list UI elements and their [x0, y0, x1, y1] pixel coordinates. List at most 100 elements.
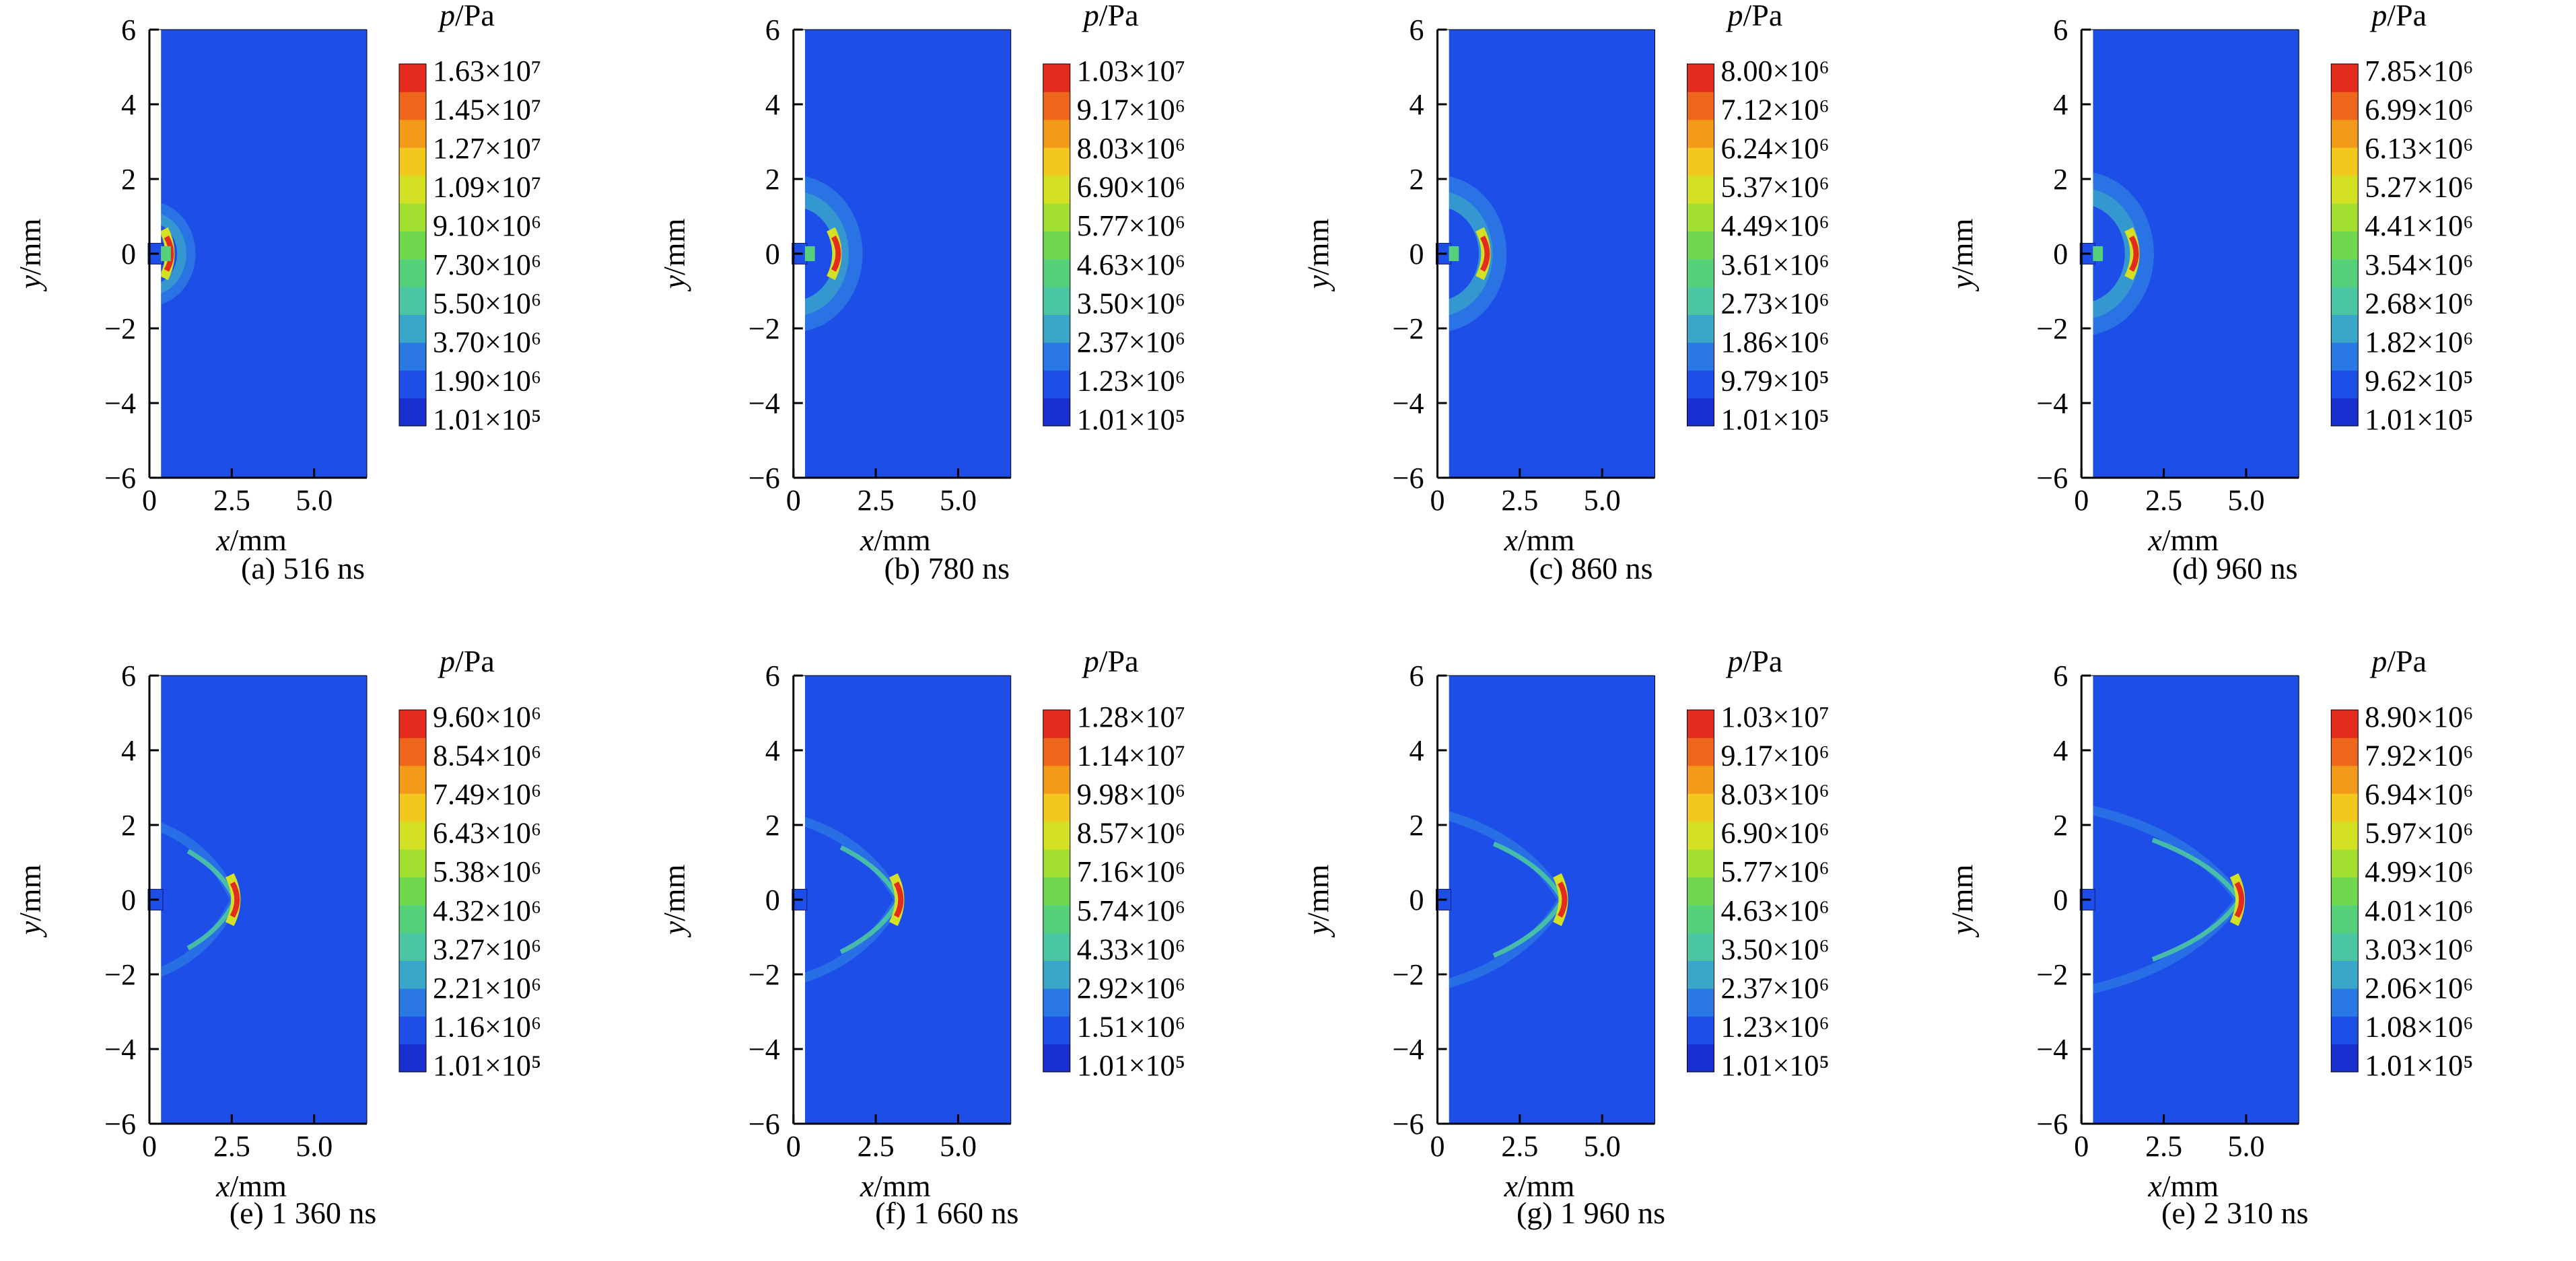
colorbar-swatch: [1687, 119, 1714, 148]
colorbar-swatch: [1043, 988, 1070, 1017]
colorbar-label: 4.41×10⁶: [2365, 209, 2473, 242]
y-tick-label: 0: [121, 238, 136, 271]
y-tick-label: 2: [2053, 809, 2068, 842]
y-tick-label: 0: [765, 238, 780, 271]
colorbar-title: p/Pa: [438, 0, 495, 32]
y-axis-var: y: [1301, 921, 1335, 937]
y-tick-label: −4: [1393, 387, 1424, 420]
colorbar-label: 4.01×10⁶: [2365, 894, 2473, 927]
x-tick-label: 0: [2074, 1130, 2089, 1163]
colorbar-swatch: [1687, 203, 1714, 231]
colorbar-label: 1.09×10⁷: [433, 171, 541, 204]
colorbar-label: 2.92×10⁶: [1077, 972, 1185, 1005]
colorbar-frame: [1687, 63, 1714, 427]
colorbar-var: p: [1726, 0, 1743, 32]
colorbar-frame: [2330, 709, 2359, 1073]
colorbar-label: 8.03×10⁶: [1721, 778, 1830, 811]
colorbar-frame: [398, 63, 427, 427]
colorbar-swatch: [2331, 314, 2359, 343]
colorbar-swatch: [1043, 821, 1070, 850]
colorbar-swatch: [1043, 175, 1070, 204]
colorbar-label: 7.30×10⁶: [433, 248, 541, 281]
colorbar-swatch: [1687, 1016, 1714, 1045]
x-tick-label: 0: [786, 484, 801, 517]
colorbar-swatch: [1043, 877, 1070, 906]
y-axis-var: y: [1945, 275, 1979, 291]
y-tick-label: 0: [121, 884, 136, 916]
y-axis-label: y/mm: [657, 218, 691, 291]
colorbar-swatch: [2331, 737, 2359, 766]
colorbar-swatch: [1687, 287, 1714, 315]
y-tick-label: −6: [2036, 462, 2068, 495]
colorbar-label: 1.82×10⁶: [2365, 326, 2473, 359]
colorbar-swatch: [1687, 960, 1714, 989]
panel-5: 0 2.5 5.06420−2−4−6x/mmy/mmp/Pa9.60×10⁶8.5…: [13, 644, 541, 1230]
y-tick-label: −6: [104, 462, 136, 495]
colorbar-label: 5.38×10⁶: [433, 855, 541, 888]
colorbar-label: 8.57×10⁶: [1077, 817, 1185, 850]
colorbar-swatch: [1687, 988, 1714, 1017]
colorbar-swatch: [2331, 342, 2359, 371]
panel-caption: (a) 516 ns: [241, 551, 365, 585]
x-axis-label: x/mm: [1504, 523, 1575, 557]
pressure-front-peak: [2128, 236, 2139, 272]
panel-3: 0 2.5 5.06420−2−4−6x/mmy/mmp/Pa8.00×10⁶7.1…: [1301, 0, 1830, 585]
colorbar-swatch: [1043, 342, 1070, 371]
colorbar-swatch: [1687, 258, 1714, 287]
panel-caption: (c) 860 ns: [1529, 551, 1653, 585]
colorbar-unit: /Pa: [1743, 0, 1783, 32]
colorbar-swatch: [2331, 370, 2359, 399]
y-tick-label: −6: [1393, 1108, 1424, 1141]
x-axis-unit: /mm: [874, 1169, 931, 1203]
colorbar-label: 4.99×10⁶: [2365, 855, 2473, 888]
y-tick-label: −4: [2036, 1033, 2068, 1066]
x-axis-label: x/mm: [860, 1169, 931, 1203]
colorbar-swatch: [399, 710, 426, 738]
y-tick-label: −6: [1393, 462, 1424, 495]
y-tick-label: −4: [104, 1033, 136, 1066]
colorbar-label: 3.50×10⁶: [1721, 933, 1830, 966]
y-tick-label: −4: [749, 1033, 780, 1066]
pressure-field: [161, 30, 367, 478]
y-tick-label: 4: [1409, 88, 1424, 121]
colorbar-swatch: [399, 64, 426, 92]
y-axis-unit: /mm: [1301, 864, 1335, 921]
pressure-field: [804, 676, 1011, 1124]
y-tick-label: 2: [765, 809, 780, 842]
colorbar-swatch: [1043, 203, 1070, 231]
colorbar-unit: /Pa: [2387, 644, 2427, 678]
colorbar-swatch: [399, 737, 426, 766]
y-tick-label: 4: [2053, 734, 2068, 767]
x-tick-label: 5.0: [1584, 1130, 1621, 1163]
y-tick-label: 6: [2053, 13, 2068, 46]
colorbar-swatch: [1043, 933, 1070, 961]
colorbar-label: 7.49×10⁶: [433, 778, 541, 811]
panel-caption: (d) 960 ns: [2172, 551, 2298, 585]
y-tick-label: −2: [1393, 312, 1424, 345]
colorbar-label: 8.54×10⁶: [433, 740, 541, 772]
pressure-field: [1449, 30, 1655, 478]
colorbar-swatch: [1043, 287, 1070, 315]
panel-4: 0 2.5 5.06420−2−4−6x/mmy/mmp/Pa7.85×10⁶6.9…: [1945, 0, 2473, 585]
colorbar-swatch: [399, 877, 426, 906]
colorbar-swatch: [2331, 398, 2359, 427]
plasma-core: [161, 246, 171, 262]
colorbar-label: 6.24×10⁶: [1721, 132, 1830, 165]
colorbar-label: 1.63×10⁷: [433, 55, 541, 87]
colorbar-label: 5.50×10⁶: [433, 287, 541, 320]
colorbar-swatch: [2331, 203, 2359, 231]
colorbar-title: p/Pa: [1082, 0, 1139, 32]
colorbar-label: 5.37×10⁶: [1721, 171, 1830, 204]
y-tick-label: −2: [104, 312, 136, 345]
colorbar-label: 1.90×10⁶: [433, 364, 541, 397]
colorbar-swatch: [1687, 793, 1714, 822]
x-tick-label: 0: [2074, 484, 2089, 517]
x-axis-var: x: [1504, 1169, 1519, 1203]
x-axis-label: x/mm: [1504, 1169, 1575, 1203]
colorbar-swatch: [2331, 64, 2359, 92]
colorbar-swatch: [2331, 258, 2359, 287]
colorbar-label: 1.01×10⁵: [1721, 403, 1830, 436]
colorbar-swatch: [2331, 988, 2359, 1017]
y-tick-label: 4: [1409, 734, 1424, 767]
y-axis-unit: /mm: [657, 218, 691, 275]
